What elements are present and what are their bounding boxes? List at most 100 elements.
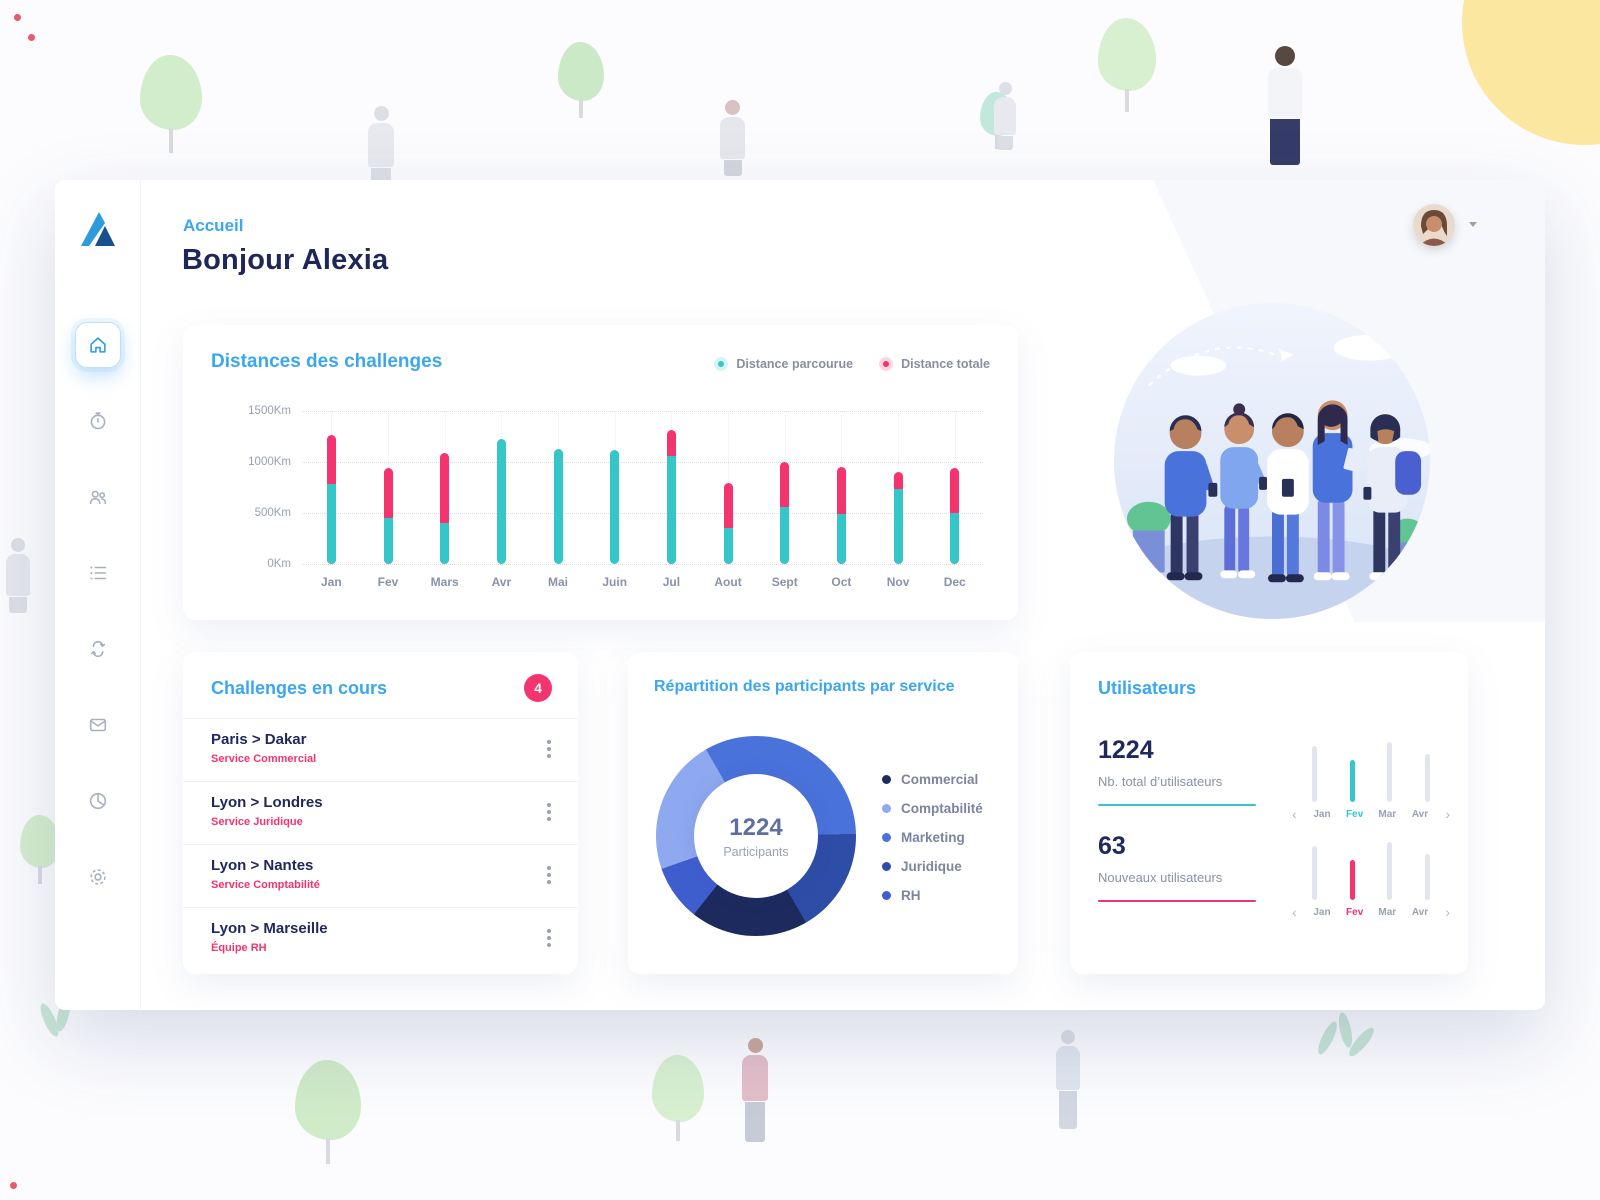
challenge-team: Service Comptabilité <box>211 879 320 891</box>
challenge-team: Service Commercial <box>211 753 317 765</box>
stacked-bar <box>836 467 846 564</box>
sidebar-item-list[interactable] <box>75 550 121 596</box>
bar-column: Mai <box>530 411 587 589</box>
app-logo[interactable] <box>75 206 121 252</box>
x-axis-month-label: Jul <box>662 575 681 589</box>
mini-month-label: Mar <box>1378 907 1397 918</box>
mini-months: ‹ Jan Fev Mar Avr › <box>1292 904 1450 920</box>
bar-column: Sept <box>756 411 813 589</box>
donut-center: 1224 Participants <box>694 774 818 898</box>
challenge-row: Lyon > Londres Service Juridique <box>183 781 578 844</box>
donut-legend-item: Juridique <box>882 859 983 874</box>
mini-bar <box>1312 746 1317 802</box>
person-illustration <box>1268 46 1302 165</box>
legend-dot-icon <box>882 833 891 842</box>
team-illustration <box>1113 302 1431 620</box>
sidebar-item-exchange[interactable] <box>75 626 121 672</box>
stacked-bar <box>326 435 336 564</box>
bar-column: Jul <box>643 411 700 589</box>
avatar[interactable] <box>1413 204 1455 246</box>
kebab-menu-icon[interactable] <box>542 798 556 826</box>
stacked-bar <box>383 468 393 564</box>
prev-month-chevron[interactable]: ‹ <box>1292 904 1297 920</box>
distances-bar-chart: 1500Km 1000Km 500Km 0Km Jan Fev Mars Avr Mai Juin… <box>213 405 988 601</box>
tree-illustration <box>1098 18 1156 116</box>
new-users-stat: 63 Nouveaux utilisateurs <box>1098 832 1298 902</box>
participants-total: 1224 <box>729 813 783 841</box>
bar-column: Nov <box>870 411 927 589</box>
challenges-card-title: Challenges en cours <box>211 678 388 698</box>
mini-bar <box>1349 860 1355 900</box>
legend-label: Juridique <box>901 859 962 874</box>
sidebar-item-home[interactable] <box>74 322 121 368</box>
next-month-chevron[interactable]: › <box>1445 904 1450 920</box>
sidebar-item-timer[interactable] <box>75 398 121 444</box>
challenges-card: Challenges en cours 4 Paris > Dakar Servi… <box>183 652 578 974</box>
distances-card-title: Distances des challenges <box>211 351 443 372</box>
challenges-count-badge: 4 <box>524 674 552 702</box>
x-axis-month-label: Mai <box>548 575 569 589</box>
stacked-bar <box>610 449 620 564</box>
legend-item: Distance totale <box>879 357 990 371</box>
stacked-bar <box>780 462 790 564</box>
users-icon <box>89 490 106 505</box>
x-axis-month-label: Avr <box>491 575 512 589</box>
legend-dot-icon <box>879 357 894 371</box>
x-axis-month-label: Aout <box>714 575 742 589</box>
mini-bar <box>1387 842 1393 900</box>
mini-bars <box>1308 836 1434 900</box>
kebab-menu-icon[interactable] <box>542 861 556 889</box>
sidebar-item-mail[interactable] <box>75 702 121 748</box>
legend-dot-icon <box>882 775 891 784</box>
page-title: Bonjour Alexia <box>182 244 389 276</box>
sidebar-item-gear[interactable] <box>75 854 121 900</box>
chevron-down-icon[interactable] <box>1469 222 1477 227</box>
bar-column: Fev <box>360 411 417 589</box>
avatar-image <box>1413 204 1455 246</box>
bar-column: Jan <box>303 411 360 589</box>
legend-dot-icon <box>882 862 891 871</box>
leaf-decoration <box>1314 1019 1341 1057</box>
mini-month-label: Fev <box>1346 809 1364 820</box>
bar-column: Aout <box>700 411 757 589</box>
next-month-chevron[interactable]: › <box>1445 806 1450 822</box>
sidebar-item-users[interactable] <box>75 474 121 520</box>
challenge-team: Service Juridique <box>211 816 303 828</box>
sidebar-nav <box>74 322 121 900</box>
x-axis-month-label: Sept <box>771 575 798 589</box>
exchange-icon <box>90 640 105 658</box>
kebab-menu-icon[interactable] <box>542 735 556 763</box>
logo-icon <box>80 212 115 246</box>
mini-bar <box>1424 854 1430 900</box>
legend-label: Distance totale <box>901 357 990 371</box>
sun-decoration <box>1462 0 1600 145</box>
new-users-mini-chart: ‹ Jan Fev Mar Avr › <box>1292 836 1450 920</box>
donut-legend-item: Commercial <box>882 772 983 787</box>
legend-dot-icon <box>882 804 891 813</box>
sidebar-item-pie[interactable] <box>75 778 121 824</box>
breadcrumb: Accueil <box>183 216 244 235</box>
dot-decoration <box>28 34 35 41</box>
bar-column: Oct <box>813 411 870 589</box>
mini-month-label: Jan <box>1313 907 1331 918</box>
prev-month-chevron[interactable]: ‹ <box>1292 806 1297 822</box>
legend-item: Distance parcourue <box>714 357 853 371</box>
person-illustration <box>742 1038 768 1142</box>
y-axis-tick-label: 500Km <box>254 507 291 519</box>
challenge-row: Lyon > Nantes Service Comptabilité <box>183 844 578 907</box>
stacked-bar <box>553 448 563 564</box>
stacked-bar <box>496 438 506 564</box>
kebab-menu-icon[interactable] <box>542 924 556 952</box>
donut-legend-item: Marketing <box>882 830 983 845</box>
mini-bar <box>1349 760 1355 802</box>
home-icon <box>89 337 106 353</box>
challenges-list: Paris > Dakar Service Commercial Lyon > Lo… <box>183 718 578 970</box>
challenge-route: Paris > Dakar <box>211 731 307 748</box>
stacked-bar <box>666 430 676 564</box>
participants-legend: Commercial Comptabilité Marketing Juridique… <box>882 772 983 903</box>
users-card: Utilisateurs 1224 Nb. total d’utilisateu… <box>1070 652 1468 974</box>
person-illustration <box>368 106 394 186</box>
x-axis-month-label: Oct <box>831 575 852 589</box>
tree-illustration <box>140 55 202 157</box>
mini-bars <box>1308 738 1434 802</box>
